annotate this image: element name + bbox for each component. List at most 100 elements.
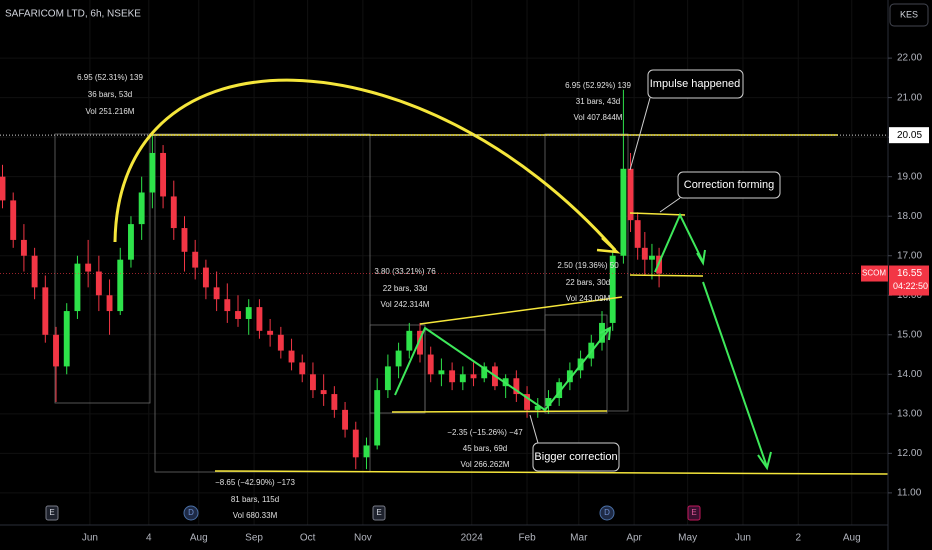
x-tick-label: Feb [518, 533, 536, 544]
measure-text: Vol 251.216M [86, 107, 135, 116]
measure-text: 3.80 (33.21%) 76 [374, 267, 436, 276]
candle-body [459, 374, 466, 383]
measure-text: 81 bars, 115d [231, 495, 279, 504]
candle-body [288, 350, 295, 363]
candle-body [202, 267, 209, 288]
note-box [677, 171, 781, 199]
candle-body [74, 263, 81, 312]
x-tick-label: 2 [795, 533, 801, 544]
price-line-tag [889, 127, 929, 144]
chart-title: SAFARICOM LTD, 6h, NSEKE [5, 9, 141, 20]
arrowhead [757, 451, 772, 471]
candle-body [310, 374, 316, 391]
x-tick-label: Jun [82, 533, 98, 544]
arrowhead [599, 326, 612, 341]
candle-body [245, 307, 252, 319]
y-tick-label: 19.00 [897, 171, 922, 182]
last-price-tag [889, 265, 929, 296]
measure-text: −2.35 (−15.26%) −47 [447, 428, 523, 437]
event-label: E [49, 508, 54, 517]
event-badge [372, 505, 386, 521]
note-text: Correction forming [684, 179, 774, 191]
notes: Impulse happened Correction forming Bigg… [532, 69, 781, 472]
candle-body [170, 196, 177, 229]
candle-body [95, 271, 102, 296]
callout-lines [529, 97, 681, 444]
candle-body [620, 168, 627, 256]
x-tick-label: 2024 [461, 533, 484, 544]
event-badge [687, 505, 701, 521]
x-tick-label: May [678, 533, 697, 544]
candle-body [342, 409, 349, 430]
measure-text: 36 bars, 53d [88, 90, 132, 99]
event-badge [183, 505, 199, 521]
candle-body [0, 176, 6, 201]
measure-text: 6.95 (52.92%) 139 [565, 81, 631, 90]
event-label: E [691, 508, 696, 517]
callout-line [659, 197, 681, 213]
measure-text: Vol 243.09M [566, 294, 611, 303]
price-labels: 20.05 SCOM 16.55 04:22:50 [0, 127, 929, 296]
measure-boxes [54, 133, 629, 473]
candle-body [181, 228, 188, 252]
y-tick-label: 21.00 [897, 92, 922, 103]
candle-body [85, 263, 92, 272]
symbol-tag [861, 265, 888, 282]
x-tick-label: Nov [354, 533, 372, 544]
candle-body [634, 220, 641, 248]
candle-body [299, 362, 306, 375]
y-tick-label: 17.00 [897, 250, 922, 261]
candle-body [106, 295, 113, 312]
callout-line [529, 414, 539, 444]
event-badge [45, 505, 59, 521]
candle-body [649, 255, 655, 260]
callout-line [629, 97, 651, 171]
measure-text: Vol 680.33M [233, 511, 278, 520]
green-arrows [394, 212, 772, 471]
candle-body [641, 247, 648, 260]
candle-body [267, 330, 274, 335]
candle-body [406, 330, 413, 351]
box-bottom [629, 274, 704, 277]
candle-body [524, 394, 530, 410]
candles [0, 89, 663, 470]
event-label: D [604, 508, 610, 517]
candle-body [395, 350, 402, 367]
symbol-label: SCOM [862, 269, 886, 278]
x-tick-label: Oct [300, 533, 316, 544]
arc-arrowhead [596, 237, 621, 254]
candle-body [31, 255, 38, 288]
x-tick-label: Aug [843, 533, 861, 544]
measure-text: 45 bars, 69d [463, 444, 507, 453]
x-tick-label: Aug [190, 533, 208, 544]
candle-body [160, 152, 167, 197]
measure-box [54, 133, 151, 404]
x-tick-label: Jun [735, 533, 751, 544]
candle-body [53, 334, 59, 367]
candle-body [192, 251, 199, 268]
candle-body [224, 299, 231, 312]
triangle-top [419, 296, 623, 325]
candle-body [117, 259, 124, 312]
candle-body [256, 307, 263, 331]
measure-box [154, 133, 371, 473]
candle-body [449, 370, 456, 383]
wave-path [394, 326, 611, 412]
candle-body [627, 168, 634, 221]
measure-text: Vol 407.844M [574, 113, 623, 122]
candle-body [42, 287, 49, 335]
candle-body [149, 152, 156, 193]
note-box [647, 69, 744, 99]
candle-body [20, 239, 27, 256]
event-label: E [376, 508, 381, 517]
y-tick-label: 12.00 [897, 448, 922, 459]
measure-text: 2.50 (19.36%) 50 [557, 261, 619, 270]
candle-body [320, 390, 327, 395]
last-price-label: 16.55 [897, 268, 922, 279]
arc-arrow [113, 78, 617, 251]
candle-body [213, 287, 220, 300]
candle-body [10, 200, 17, 240]
support-line [214, 470, 889, 475]
